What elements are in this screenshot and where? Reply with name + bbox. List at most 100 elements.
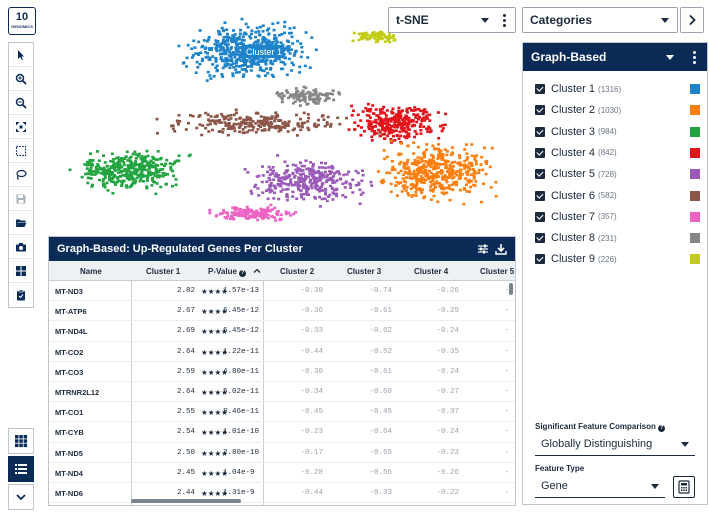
color-swatch[interactable] <box>690 254 700 265</box>
table-row[interactable]: MTRNR2L12 2.64 ★★★★ 5.02e-11 -0.34 -0.60 -0.27… <box>49 382 515 403</box>
lasso-tool[interactable] <box>9 163 33 187</box>
header-cluster-4[interactable]: Cluster 4 <box>414 267 449 276</box>
cell-point <box>269 59 273 63</box>
download-icon[interactable] <box>495 243 507 255</box>
cluster-item[interactable]: Cluster 8 (231) <box>535 229 700 247</box>
cluster-item[interactable]: Cluster 2 (1030) <box>535 101 700 119</box>
checkbox-checked[interactable] <box>535 126 545 137</box>
collapse-button[interactable] <box>8 484 34 510</box>
table-row[interactable]: MT-ND4L 2.69 ★★★★ 6.45e-12 -0.33 -0.62 -0.24- <box>49 321 515 342</box>
kebab-menu-icon[interactable] <box>693 51 697 66</box>
table-row[interactable]: MT-ND4 2.45 ★★★★ 1.04e-9 -0.28 -0.56 -0.26- <box>49 463 515 483</box>
cell-point <box>177 159 181 163</box>
table-row[interactable]: MT-ATP6 2.67 ★★★★ 6.45e-12 -0.36 -0.61 -0.29- <box>49 301 515 322</box>
chevron-down-icon[interactable] <box>666 55 674 60</box>
color-swatch[interactable] <box>690 126 700 137</box>
gene-name[interactable]: MT-CO1 <box>55 408 84 418</box>
pointer-tool[interactable] <box>9 43 33 67</box>
header-cluster-5[interactable]: Cluster 5 <box>480 267 515 276</box>
cluster-item[interactable]: Cluster 4 (842) <box>535 144 700 162</box>
screenshot-tool[interactable] <box>9 235 33 259</box>
gene-name[interactable]: MT-ND5 <box>55 448 83 458</box>
cell-point <box>361 110 365 113</box>
sort-ascending-icon[interactable] <box>253 267 261 275</box>
expand-panel-button[interactable] <box>680 7 704 33</box>
calculator-button[interactable] <box>673 476 695 498</box>
gene-name[interactable]: MT-ND6 <box>55 488 83 498</box>
cell-point <box>388 40 392 44</box>
checkbox-checked[interactable] <box>535 211 545 222</box>
gene-name[interactable]: MT-ND4L <box>55 327 88 337</box>
cluster-item[interactable]: Cluster 9 (226) <box>535 250 700 268</box>
gene-name[interactable]: MT-ND3 <box>55 287 83 296</box>
gene-name[interactable]: MT-CO2 <box>55 347 84 357</box>
table-row[interactable]: MT-CO3 2.59 ★★★★ 4.80e-11 -0.30 -0.61 -0.24- <box>49 362 515 382</box>
checkbox-checked[interactable] <box>535 105 545 116</box>
gene-name[interactable]: MTRNR2L12 <box>55 387 100 397</box>
layout-tool[interactable] <box>9 259 33 283</box>
filter-settings-icon[interactable] <box>477 243 489 255</box>
help-icon[interactable]: ? <box>239 270 247 277</box>
tsne-scatter-plot[interactable]: Cluster 1 <box>40 0 520 240</box>
color-swatch[interactable] <box>690 190 700 201</box>
vertical-scrollbar[interactable] <box>509 283 513 295</box>
fit-tool[interactable] <box>9 115 33 139</box>
zoom-out-tool[interactable] <box>9 91 33 115</box>
cell-point <box>217 130 221 133</box>
box-select-tool[interactable] <box>9 139 33 163</box>
color-swatch[interactable] <box>690 233 700 244</box>
cluster-3-value: -0.45 <box>369 408 392 417</box>
header-cluster-3[interactable]: Cluster 3 <box>347 267 382 276</box>
grid-view-button[interactable] <box>8 428 34 454</box>
horizontal-scrollbar[interactable] <box>131 499 241 503</box>
gene-name[interactable]: MT-ND4 <box>55 468 83 478</box>
checkbox-checked[interactable] <box>535 147 545 158</box>
cluster-item[interactable]: Cluster 6 (582) <box>535 187 700 205</box>
gene-name[interactable]: MT-CO3 <box>55 367 84 377</box>
color-swatch[interactable] <box>690 169 700 180</box>
cell-point <box>418 187 422 190</box>
cluster-panel-header[interactable]: Graph-Based <box>523 43 707 71</box>
cell-point <box>433 165 436 168</box>
color-swatch[interactable] <box>690 211 700 222</box>
cluster-item[interactable]: Cluster 1 (1316) <box>535 80 700 98</box>
checkbox-checked[interactable] <box>535 190 545 201</box>
kebab-menu-icon[interactable] <box>503 14 507 29</box>
zoom-in-tool[interactable] <box>9 67 33 91</box>
feature-type-select[interactable]: Gene <box>535 474 665 498</box>
gene-name[interactable]: MT-CYB <box>55 428 84 438</box>
gene-name[interactable]: MT-ATP6 <box>55 307 87 317</box>
table-row[interactable]: MT-ND6 2.44 ★★★★ 1.31e-9 -0.44 -0.33 -0.22- <box>49 483 515 504</box>
open-tool[interactable] <box>9 211 33 235</box>
header-name[interactable]: Name <box>80 267 102 276</box>
checkbox-checked[interactable] <box>535 233 545 244</box>
cell-point <box>126 159 130 162</box>
checkbox-checked[interactable] <box>535 169 545 180</box>
list-view-button[interactable] <box>8 456 34 482</box>
clipboard-tool[interactable] <box>9 283 33 307</box>
cluster-item[interactable]: Cluster 3 (984) <box>535 123 700 141</box>
save-tool[interactable] <box>9 187 33 211</box>
table-row[interactable]: MT-CO2 2.64 ★★★★ 1.22e-11 -0.44 -0.52 -0.35- <box>49 342 515 362</box>
cell-point <box>260 122 264 126</box>
header-cluster-1[interactable]: Cluster 1 <box>146 267 181 276</box>
cluster-2-value: -0.17 <box>300 448 323 457</box>
table-row[interactable]: MT-CYB 2.54 ★★★★ 1.01e-10 -0.23 -0.64 -0.24- <box>49 422 515 443</box>
cluster-item[interactable]: Cluster 5 (728) <box>535 165 700 183</box>
checkbox-checked[interactable] <box>535 254 545 265</box>
projection-select[interactable]: t-SNE <box>388 7 516 33</box>
color-swatch[interactable] <box>690 105 700 116</box>
comparison-select[interactable]: Globally Distinguishing <box>535 432 695 456</box>
header-pvalue[interactable]: P-Value ? <box>208 267 247 277</box>
color-swatch[interactable] <box>690 147 700 158</box>
categories-select[interactable]: Categories <box>522 7 678 33</box>
cell-point <box>448 173 452 176</box>
color-swatch[interactable] <box>690 84 700 94</box>
checkbox-checked[interactable] <box>535 84 545 94</box>
table-row[interactable]: MT-CO1 2.55 ★★★★ 8.46e-11 -0.45 -0.45 -0.37- <box>49 402 515 423</box>
cluster-item[interactable]: Cluster 7 (357) <box>535 208 700 226</box>
table-row[interactable]: MT-ND3 2.82 ★★★★ 1.57e-13 -0.30 -0.74 -0.26- <box>49 281 515 302</box>
header-cluster-2[interactable]: Cluster 2 <box>280 267 315 276</box>
help-icon[interactable]: ? <box>658 425 666 432</box>
table-row[interactable]: MT-ND5 2.50 ★★★★ 2.80e-10 -0.17 -0.65 -0.23- <box>49 443 515 463</box>
